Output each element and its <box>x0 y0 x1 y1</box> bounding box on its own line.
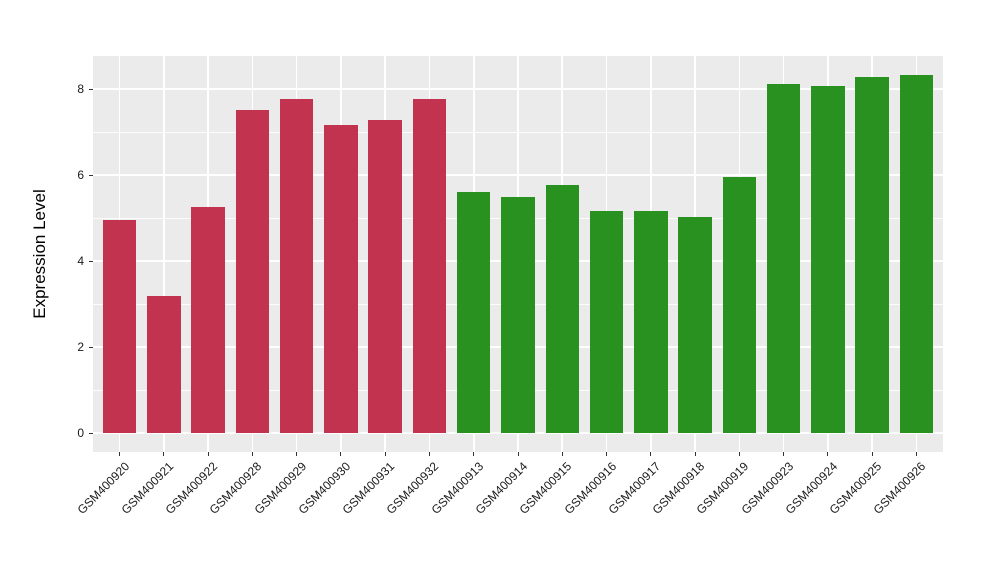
major-gridline <box>93 88 943 90</box>
y-tick-label: 8 <box>77 82 84 97</box>
y-tick-mark <box>89 432 93 434</box>
x-tick-mark <box>163 452 165 456</box>
x-tick-mark <box>473 452 475 456</box>
major-gridline <box>93 174 943 176</box>
bar-GSM400921 <box>147 295 181 434</box>
minor-gridline <box>93 131 943 133</box>
x-tick-mark <box>738 452 740 456</box>
bar-GSM400929 <box>279 98 314 434</box>
y-tick-label: 4 <box>77 254 84 269</box>
bar-GSM400930 <box>324 125 358 434</box>
bar-GSM400931 <box>368 120 402 434</box>
x-tick-mark <box>296 452 298 456</box>
x-tick-mark <box>871 452 873 456</box>
bar-GSM400924 <box>811 86 845 434</box>
y-tick-label: 2 <box>77 340 84 355</box>
bar-GSM400913 <box>457 192 491 434</box>
y-tick-label: 6 <box>77 168 84 183</box>
x-tick-mark <box>340 452 342 456</box>
bar-GSM400925 <box>855 77 889 434</box>
x-tick-mark <box>606 452 608 456</box>
major-gridline <box>93 432 943 434</box>
x-tick-mark <box>517 452 519 456</box>
bar-GSM400923 <box>766 83 801 434</box>
x-tick-mark <box>561 452 563 456</box>
bar-GSM400922 <box>191 206 225 434</box>
y-tick-mark <box>89 346 93 348</box>
bar-GSM400928 <box>235 110 270 434</box>
bar-GSM400918 <box>678 217 712 434</box>
bar-GSM400926 <box>899 74 934 434</box>
x-tick-mark <box>694 452 696 456</box>
x-tick-mark <box>384 452 386 456</box>
bar-GSM400932 <box>412 98 447 434</box>
y-tick-label: 0 <box>77 426 84 441</box>
vertical-gridline <box>163 56 165 452</box>
bar-GSM400916 <box>589 211 624 434</box>
x-tick-mark <box>650 452 652 456</box>
y-tick-mark <box>89 260 93 262</box>
bar-GSM400917 <box>634 211 668 434</box>
bar-GSM400919 <box>722 177 757 434</box>
y-tick-mark <box>89 174 93 176</box>
y-tick-mark <box>89 88 93 90</box>
x-tick-mark <box>783 452 785 456</box>
x-tick-mark <box>251 452 253 456</box>
bar-GSM400915 <box>545 184 579 434</box>
bar-GSM400914 <box>501 197 535 434</box>
bar-GSM400920 <box>102 220 137 434</box>
x-tick-mark <box>119 452 121 456</box>
x-tick-mark <box>207 452 209 456</box>
x-tick-mark <box>827 452 829 456</box>
x-tick-mark <box>428 452 430 456</box>
x-tick-mark <box>915 452 917 456</box>
